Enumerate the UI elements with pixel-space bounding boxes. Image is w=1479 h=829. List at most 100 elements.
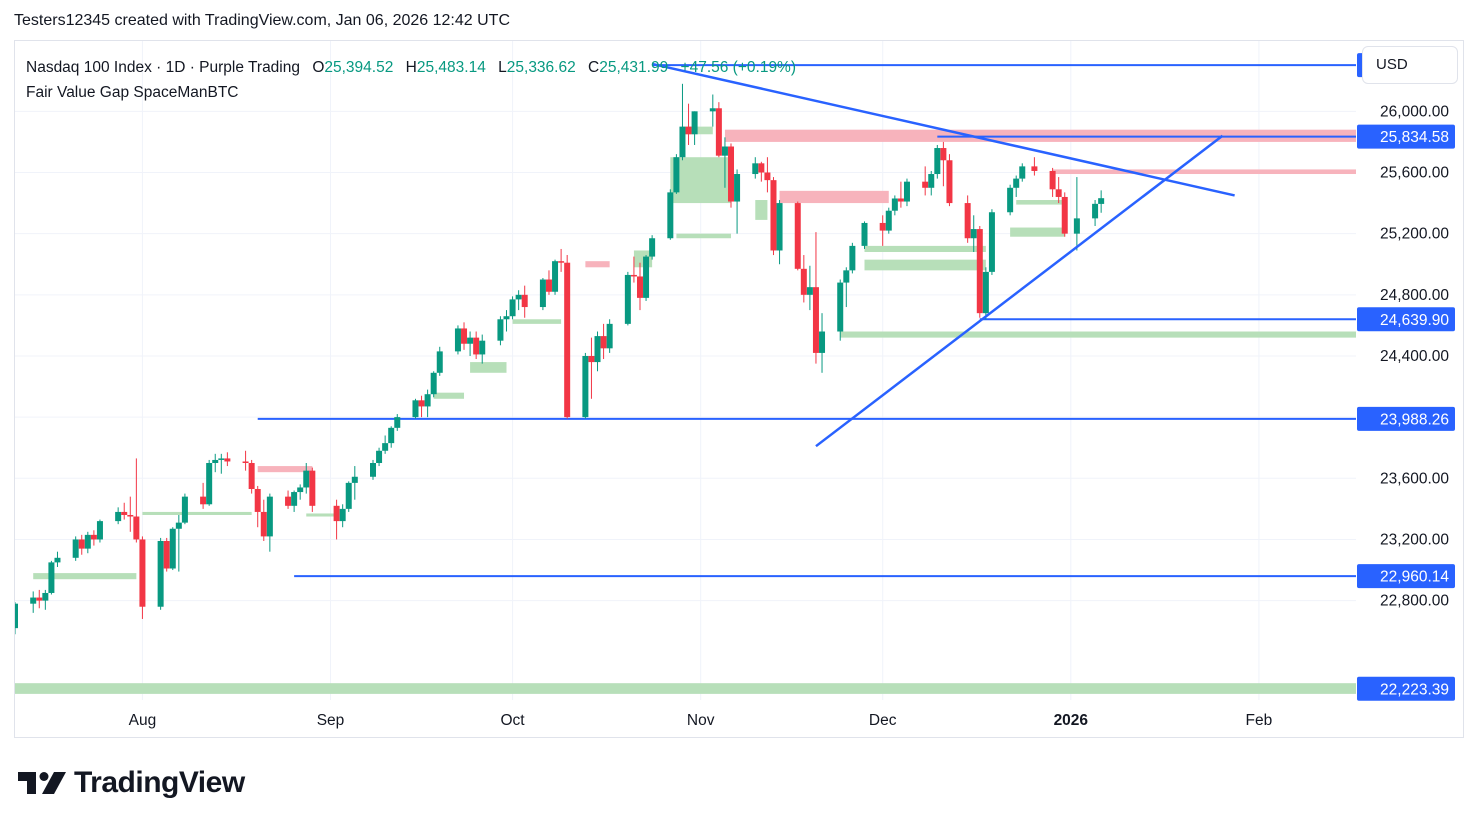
candle-up: [291, 492, 298, 506]
x-tick-label: Dec: [869, 712, 897, 729]
high-label: H: [405, 59, 417, 76]
candle-up: [169, 528, 176, 569]
candle-up: [351, 476, 358, 483]
fvg-bull-zone: [306, 513, 337, 517]
price-level-badge-bg: [1357, 307, 1455, 332]
candle-up: [691, 111, 698, 135]
currency-selector[interactable]: USD: [1362, 46, 1458, 84]
change-value: +47.56 (+0.19%): [680, 59, 797, 76]
chart-pane[interactable]: [14, 40, 1464, 738]
candle-up: [861, 222, 868, 246]
candle-up: [843, 270, 850, 283]
candle-down: [922, 181, 929, 188]
candle-up: [181, 496, 188, 523]
candle-up: [30, 597, 37, 604]
candle-up: [436, 351, 443, 373]
trendline: [651, 62, 1235, 197]
candle-up: [552, 261, 559, 292]
x-tick-label: Aug: [129, 712, 157, 729]
candle-down: [1055, 189, 1062, 197]
candle-up: [988, 212, 995, 272]
y-tick-label: 23,200.00: [1380, 531, 1449, 548]
candle-up: [266, 496, 273, 537]
fvg-bull-zone: [1010, 227, 1065, 237]
fvg-bull-zone: [1016, 200, 1065, 205]
tradingview-wordmark: TradingView: [74, 766, 245, 799]
candle-down: [764, 172, 771, 181]
candle-down: [964, 203, 971, 239]
candle-up: [212, 459, 219, 464]
fvg-bull-zone: [682, 126, 713, 135]
high-value: 25,483.14: [416, 59, 486, 76]
candle-up: [885, 210, 892, 231]
candle-up: [96, 521, 103, 540]
close-label: C: [588, 59, 600, 76]
x-tick-label: Sep: [317, 712, 345, 729]
chart-legend: Nasdaq 100 Index · 1D · Purple Trading O…: [26, 55, 796, 105]
candle-up: [157, 540, 164, 607]
y-tick-label: 22,800.00: [1380, 593, 1449, 610]
fvg-bull-zone: [15, 683, 1356, 694]
indicator-legend-row[interactable]: Fair Value Gap SpaceManBTC: [26, 84, 239, 101]
candle-down: [1049, 170, 1056, 190]
candle-up: [345, 482, 352, 509]
candle-up: [1098, 198, 1105, 204]
candle-up: [721, 146, 728, 156]
x-tick-label: Nov: [687, 712, 715, 729]
symbol-title: Nasdaq 100 Index · 1D · Purple Trading: [26, 59, 300, 76]
fvg-bull-zone: [670, 157, 732, 204]
symbol-legend-row[interactable]: Nasdaq 100 Index · 1D · Purple Trading O…: [26, 55, 796, 80]
fvg-bull-zone: [864, 259, 986, 271]
fvg-bull-zone: [512, 319, 562, 324]
candle-down: [248, 463, 255, 489]
fvg-bull-zone: [33, 573, 137, 580]
candle-down: [200, 496, 207, 505]
candle-up: [48, 562, 55, 593]
candle-up: [982, 271, 989, 314]
candle-up: [412, 400, 419, 418]
candle-up: [1092, 203, 1099, 219]
fvg-level-badge-bg: [1357, 676, 1455, 701]
candle-down: [564, 262, 571, 418]
candle-down: [794, 203, 801, 269]
candle-up: [1007, 187, 1014, 213]
candle-up: [479, 340, 486, 355]
candle-up: [382, 443, 389, 451]
candle-down: [285, 496, 292, 506]
candle-up: [376, 450, 383, 464]
candle-down: [545, 279, 552, 292]
fvg-bull-zone: [840, 331, 1356, 338]
candle-up: [370, 463, 377, 477]
fvg-bull-zone: [864, 245, 986, 253]
candle-up: [430, 372, 437, 395]
candle-down: [800, 268, 807, 295]
candle-up: [42, 592, 49, 601]
fvg-bull-zone: [755, 200, 768, 220]
candle-down: [127, 514, 134, 517]
tradingview-logo-icon: [18, 772, 66, 794]
candle-down: [242, 461, 249, 464]
candle-down: [770, 180, 777, 251]
y-tick-label: 26,000.00: [1380, 103, 1449, 120]
candle-down: [461, 328, 468, 344]
candle-up: [339, 508, 346, 522]
y-tick-label: 24,800.00: [1380, 287, 1449, 304]
candle-up: [15, 603, 18, 629]
candle-up: [606, 323, 613, 349]
candle-up: [388, 427, 395, 444]
x-tick-label: Oct: [501, 712, 526, 729]
candle-up: [891, 198, 898, 211]
candle-down: [1061, 196, 1068, 234]
fvg-bear-zone: [585, 261, 610, 268]
candle-down: [333, 505, 340, 522]
candle-down: [260, 511, 267, 537]
candle-up: [454, 328, 461, 352]
fvg-bull-zone: [470, 362, 507, 373]
candle-down: [636, 276, 643, 298]
candle-down: [36, 597, 43, 601]
candle-down: [1031, 166, 1038, 171]
candle-down: [879, 222, 886, 231]
low-label: L: [498, 59, 507, 76]
candle-down: [588, 355, 595, 363]
